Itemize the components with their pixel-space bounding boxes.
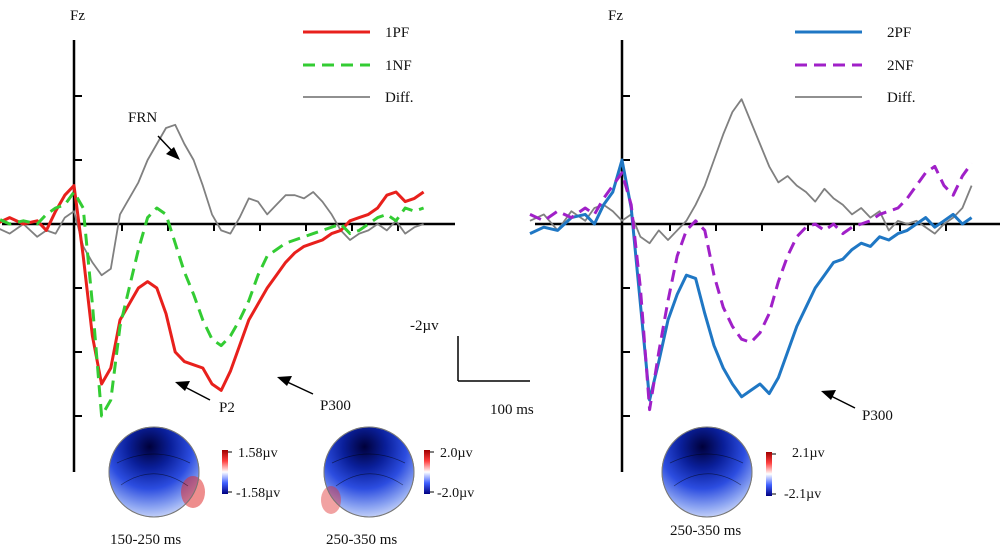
frn-arrow <box>157 135 180 160</box>
left-legend: 1PF 1NF Diff. <box>303 25 413 106</box>
topomap2-window: 250-350 ms <box>326 532 397 548</box>
right-x-ticks <box>669 224 947 231</box>
topomap-150-250: 1.58µv -1.58µv 150-250 ms <box>108 426 280 548</box>
topomap1-window: 150-250 ms <box>110 532 181 548</box>
topomap2-min: -2.0µv <box>437 486 474 501</box>
p300-arrow-left <box>277 376 314 395</box>
p300-label-right: P300 <box>862 408 893 424</box>
right-panel: Fz 2PF 2NF Diff. P300 2.1µv -2.1µv 250-3… <box>529 8 1000 539</box>
scale-time-label: 100 ms <box>490 402 534 418</box>
p2-label: P2 <box>219 400 235 416</box>
topomap3-max: 2.1µv <box>792 446 825 461</box>
p300-arrow-right <box>821 390 856 409</box>
p300-label-left: P300 <box>320 398 351 414</box>
left-channel-label: Fz <box>70 8 85 24</box>
right-series-diff <box>529 98 973 245</box>
right-y-ticks <box>622 95 630 417</box>
left-series-1nf <box>0 190 425 418</box>
right-series-2pf <box>529 158 973 402</box>
topomap1-max: 1.58µv <box>238 446 278 461</box>
left-y-ticks <box>74 95 82 417</box>
topomap-250-350-right: 2.1µv -2.1µv 250-350 ms <box>661 426 825 539</box>
p2-arrow <box>175 381 211 401</box>
topomap-250-350-left: 2.0µv -2.0µv 250-350 ms <box>321 426 474 548</box>
legend-label-diff-left: Diff. <box>385 90 413 106</box>
legend-label-2pf: 2PF <box>887 25 911 41</box>
legend-label-1pf: 1PF <box>385 25 409 41</box>
left-series-diff <box>0 123 424 277</box>
left-series-group <box>0 123 425 418</box>
legend-label-diff-right: Diff. <box>887 90 915 106</box>
left-x-ticks <box>121 224 399 231</box>
legend-label-1nf: 1NF <box>385 58 412 74</box>
topomap2-max: 2.0µv <box>440 446 473 461</box>
right-series-group <box>529 98 973 412</box>
left-series-1pf <box>0 184 425 392</box>
topomap1-min: -1.58µv <box>236 486 280 501</box>
right-series-2nf <box>529 162 973 412</box>
scale-bar: -2µv 100 ms <box>410 318 534 418</box>
frn-label: FRN <box>128 110 157 126</box>
right-legend: 2PF 2NF Diff. <box>795 25 915 106</box>
left-panel: Fz 1PF 1NF Diff. FRN P2 P300 <box>0 8 534 548</box>
topomap3-min: -2.1µv <box>784 487 821 502</box>
legend-label-2nf: 2NF <box>887 58 914 74</box>
right-channel-label: Fz <box>608 8 623 24</box>
scale-amplitude-label: -2µv <box>410 318 439 334</box>
topomap3-window: 250-350 ms <box>670 523 741 539</box>
